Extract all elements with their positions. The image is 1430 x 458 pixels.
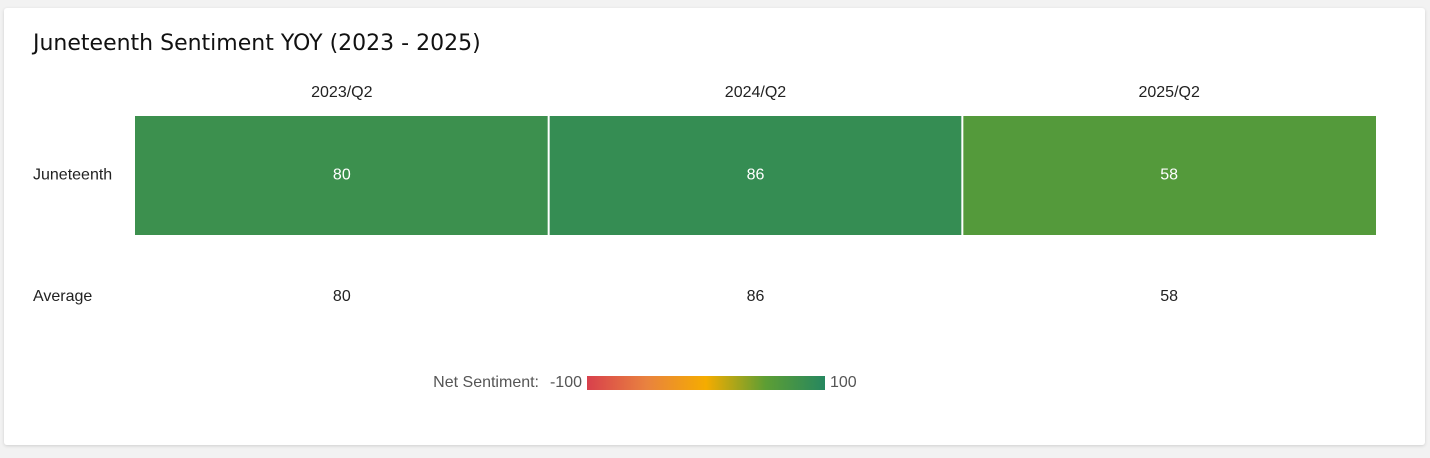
summary-value: 86 — [747, 288, 765, 305]
cell-value: 80 — [333, 167, 351, 184]
cell-value: 86 — [747, 167, 765, 184]
y-label: Juneteenth — [33, 167, 112, 184]
heatmap-cell — [549, 116, 962, 235]
x-label: 2024/Q2 — [725, 84, 786, 101]
cell-value: 58 — [1160, 167, 1178, 184]
legend-gradient — [587, 376, 825, 390]
summary-value: 58 — [1160, 288, 1178, 305]
legend-label: Net Sentiment: — [433, 374, 539, 391]
summary-label: Average — [33, 288, 92, 305]
legend-min: -100 — [550, 374, 582, 391]
summary-value: 80 — [333, 288, 351, 305]
x-label: 2023/Q2 — [311, 84, 372, 101]
x-label: 2025/Q2 — [1138, 84, 1199, 101]
chart-title: Juneteenth Sentiment YOY (2023 - 2025) — [31, 31, 481, 56]
heatmap-cell — [963, 116, 1376, 235]
heatmap-cell — [135, 116, 548, 235]
legend-max: 100 — [830, 374, 857, 391]
